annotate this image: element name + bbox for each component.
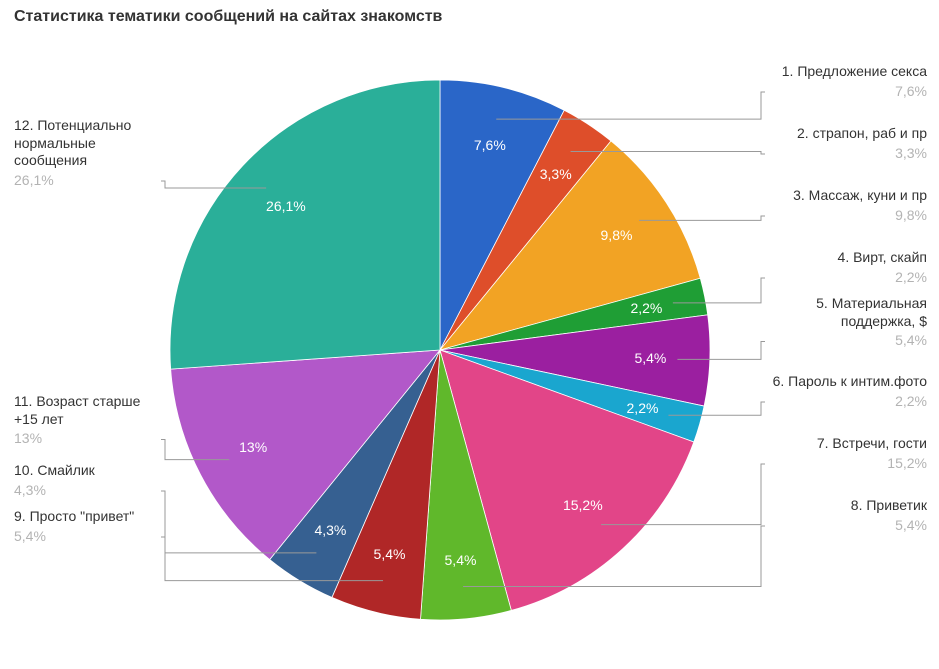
legend-value: 26,1% [14,172,159,190]
legend-value: 3,3% [767,145,927,163]
legend-item: 7. Встречи, гости 15,2% [767,435,927,472]
legend-item: 1. Предложение секса 7,6% [767,63,927,100]
legend-item: 5. Материальная поддержка, $ 5,4% [767,295,927,350]
legend-item: 10. Смайлик 4,3% [14,462,159,499]
legend-label: 2. страпон, раб и пр [767,125,927,143]
legend-value: 15,2% [767,455,927,473]
legend-value: 5,4% [767,517,927,535]
legend-label: 7. Встречи, гости [767,435,927,453]
legend-label: 9. Просто "привет" [14,508,159,526]
legend-item: 2. страпон, раб и пр 3,3% [767,125,927,162]
legend-label: 6. Пароль к интим.фото [767,373,927,391]
legend-label: 3. Массаж, куни и пр [767,187,927,205]
legend-label: 10. Смайлик [14,462,159,480]
chart-container: Статистика тематики сообщений на сайтах … [0,0,939,669]
legend-item: 3. Массаж, куни и пр 9,8% [767,187,927,224]
legend-label: 8. Приветик [767,497,927,515]
legend-label: 5. Материальная поддержка, $ [767,295,927,330]
legend-item: 12. Потенциально нормальные сообщения 26,… [14,117,159,189]
legend-label: 4. Вирт, скайп [767,249,927,267]
legend-value: 2,2% [767,393,927,411]
legend-label: 12. Потенциально нормальные сообщения [14,117,159,170]
legend-value: 7,6% [767,83,927,101]
legend-item: 6. Пароль к интим.фото 2,2% [767,373,927,410]
legend-label: 1. Предложение секса [767,63,927,81]
legend-value: 5,4% [14,528,159,546]
legend-item: 9. Просто "привет" 5,4% [14,508,159,545]
legend-item: 4. Вирт, скайп 2,2% [767,249,927,286]
legend-value: 2,2% [767,269,927,287]
legend-item: 8. Приветик 5,4% [767,497,927,534]
legend-value: 5,4% [767,332,927,350]
legend-value: 9,8% [767,207,927,225]
legend-value: 4,3% [14,482,159,500]
legend-item: 11. Возраст старше +15 лет 13% [14,393,159,448]
legend-label: 11. Возраст старше +15 лет [14,393,159,428]
legend-value: 13% [14,430,159,448]
pie-slice [170,80,440,369]
